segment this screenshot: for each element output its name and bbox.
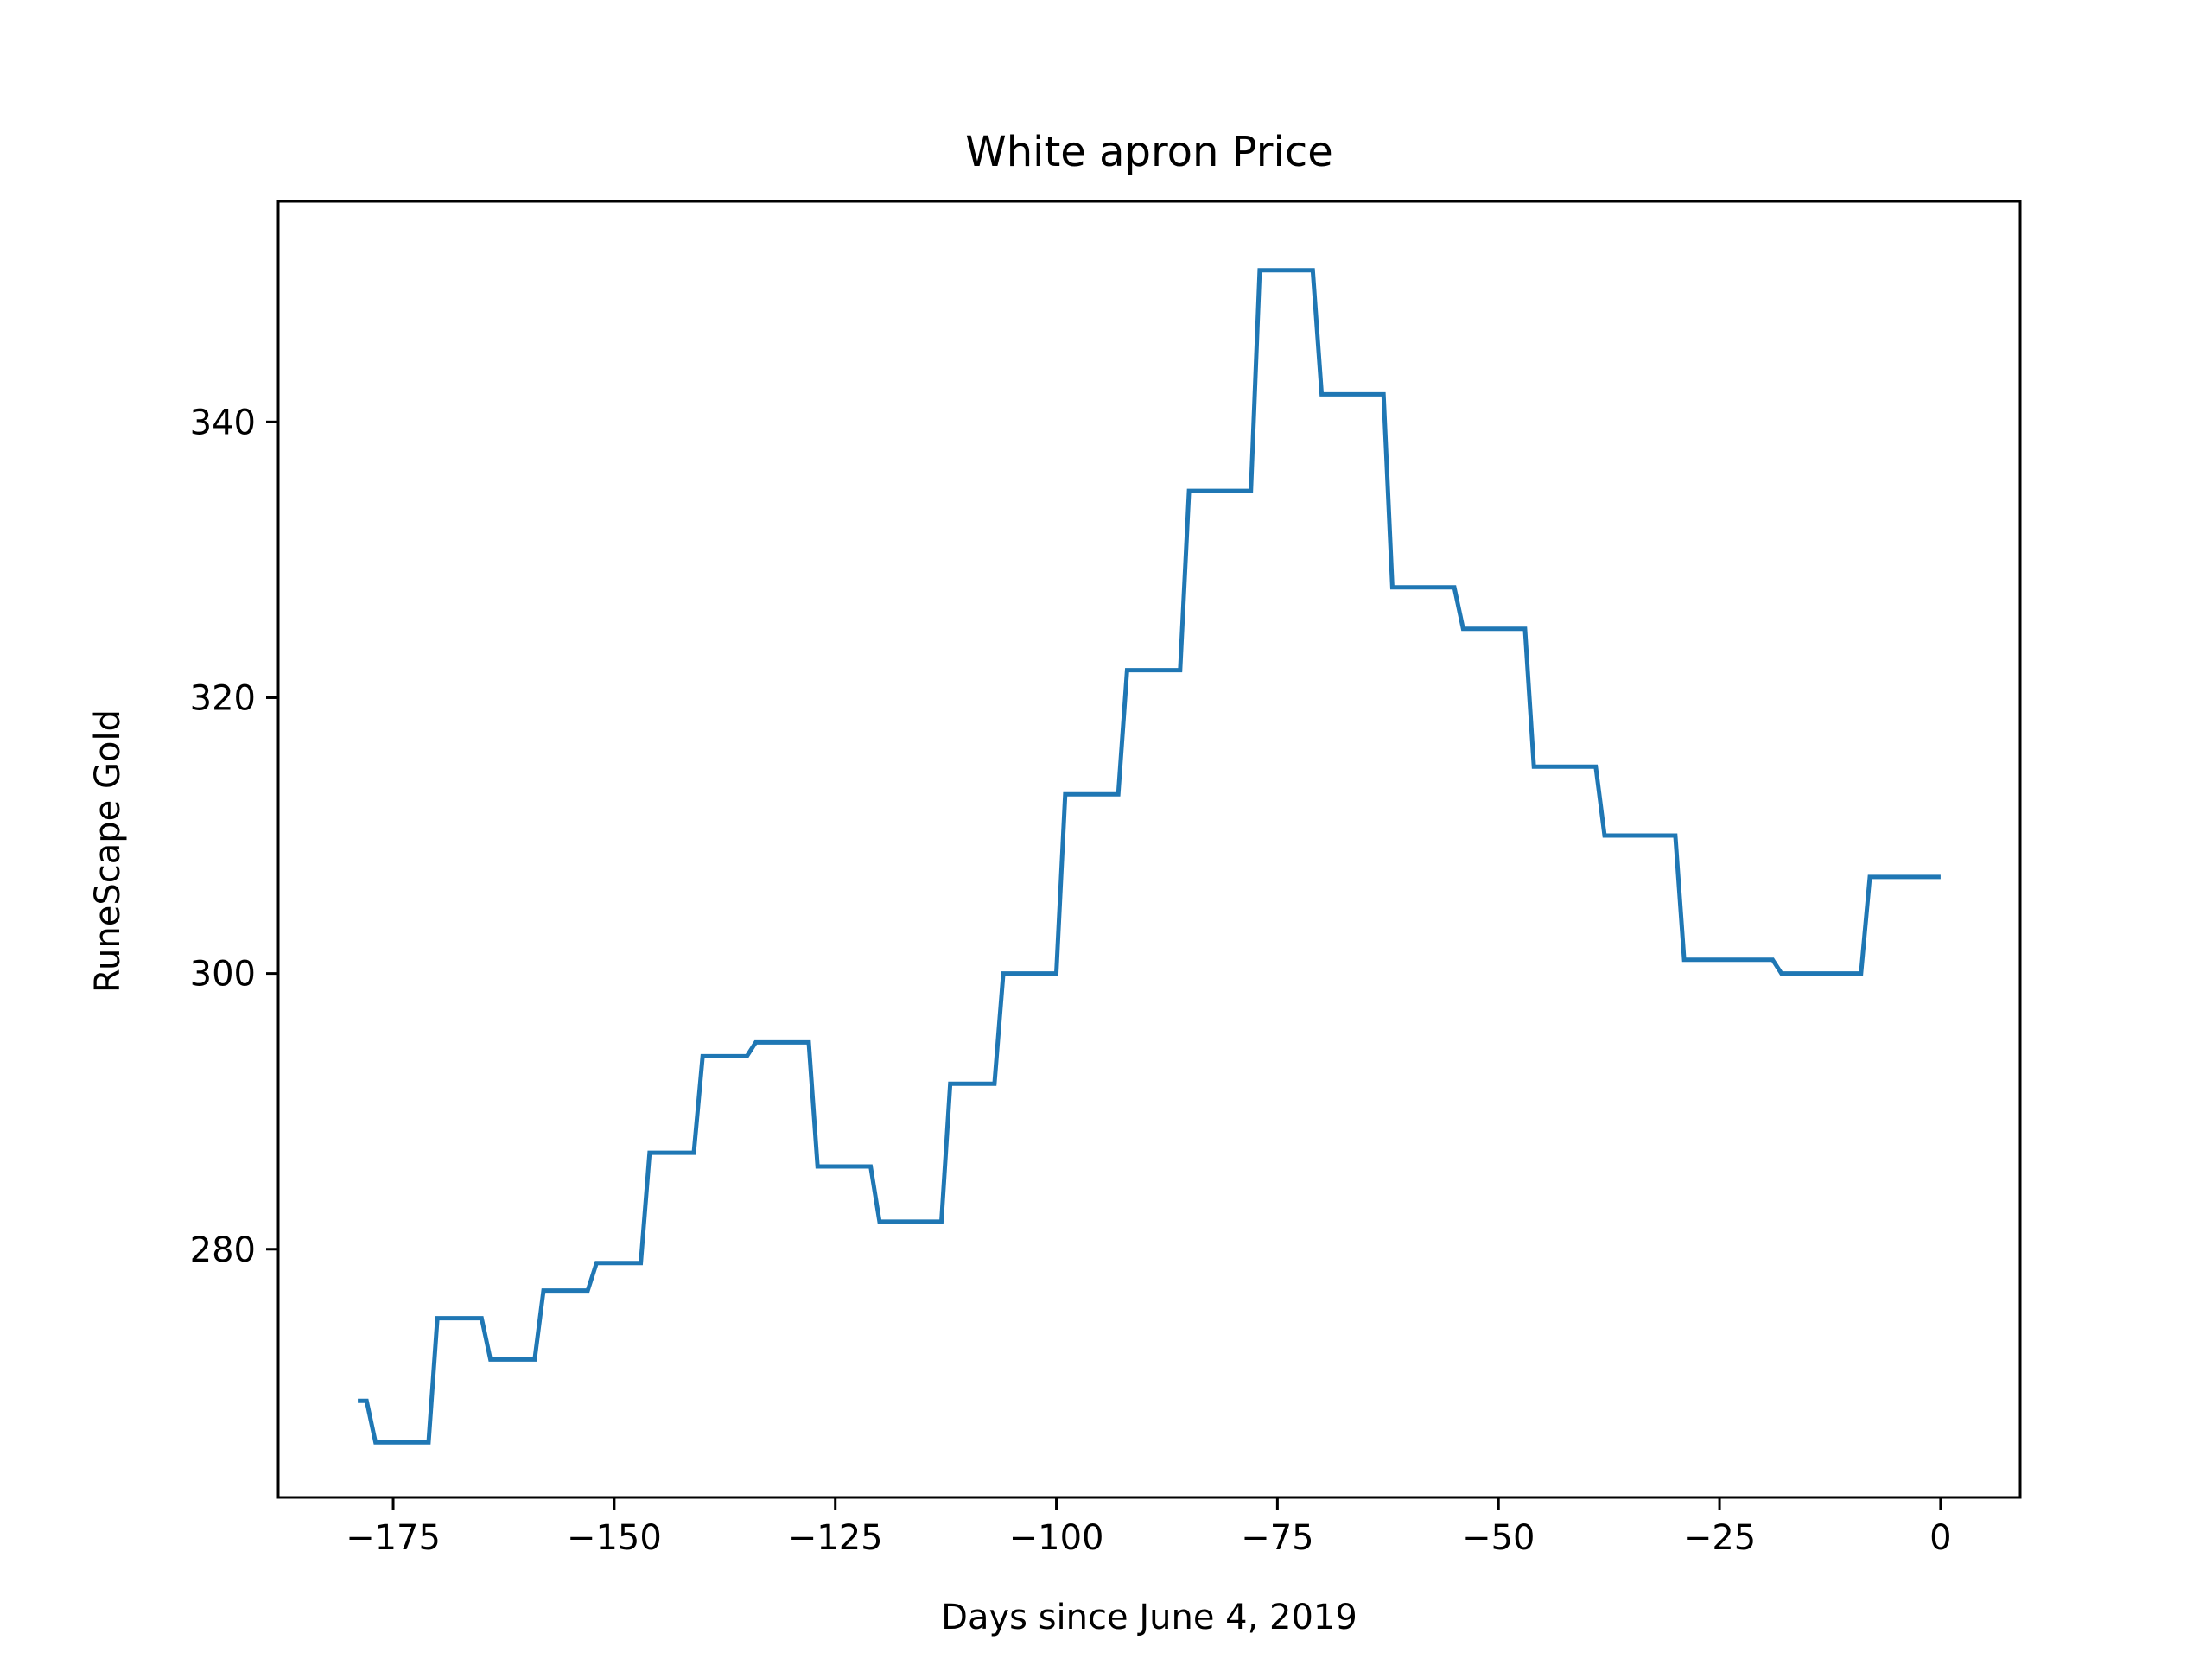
x-tick-label: −150 bbox=[567, 1518, 662, 1558]
y-tick-label: 300 bbox=[190, 955, 256, 995]
x-axis: −175 −150 −125 −100 −75 −50 −25 0 bbox=[346, 1497, 1952, 1558]
x-axis-label: Days since June 4, 2019 bbox=[941, 1598, 1357, 1637]
y-axis: 280 300 320 340 bbox=[190, 403, 278, 1270]
plot-frame bbox=[276, 200, 2022, 1499]
plot-area bbox=[358, 268, 1941, 1445]
x-tick-label: 0 bbox=[1929, 1518, 1951, 1558]
y-tick-label: 320 bbox=[190, 678, 256, 718]
x-tick-label: −125 bbox=[788, 1518, 883, 1558]
y-tick-label: 340 bbox=[190, 403, 256, 442]
x-tick-label: −25 bbox=[1683, 1518, 1756, 1558]
chart-title: White apron Price bbox=[965, 128, 1333, 176]
x-tick-label: −50 bbox=[1462, 1518, 1535, 1558]
y-axis-label: RuneScape Gold bbox=[88, 709, 128, 993]
x-tick-label: −100 bbox=[1009, 1518, 1104, 1558]
price-series-line bbox=[358, 268, 1941, 1445]
x-tick-label: −175 bbox=[346, 1518, 441, 1558]
y-tick-label: 280 bbox=[190, 1230, 256, 1270]
x-tick-label: −75 bbox=[1241, 1518, 1313, 1558]
